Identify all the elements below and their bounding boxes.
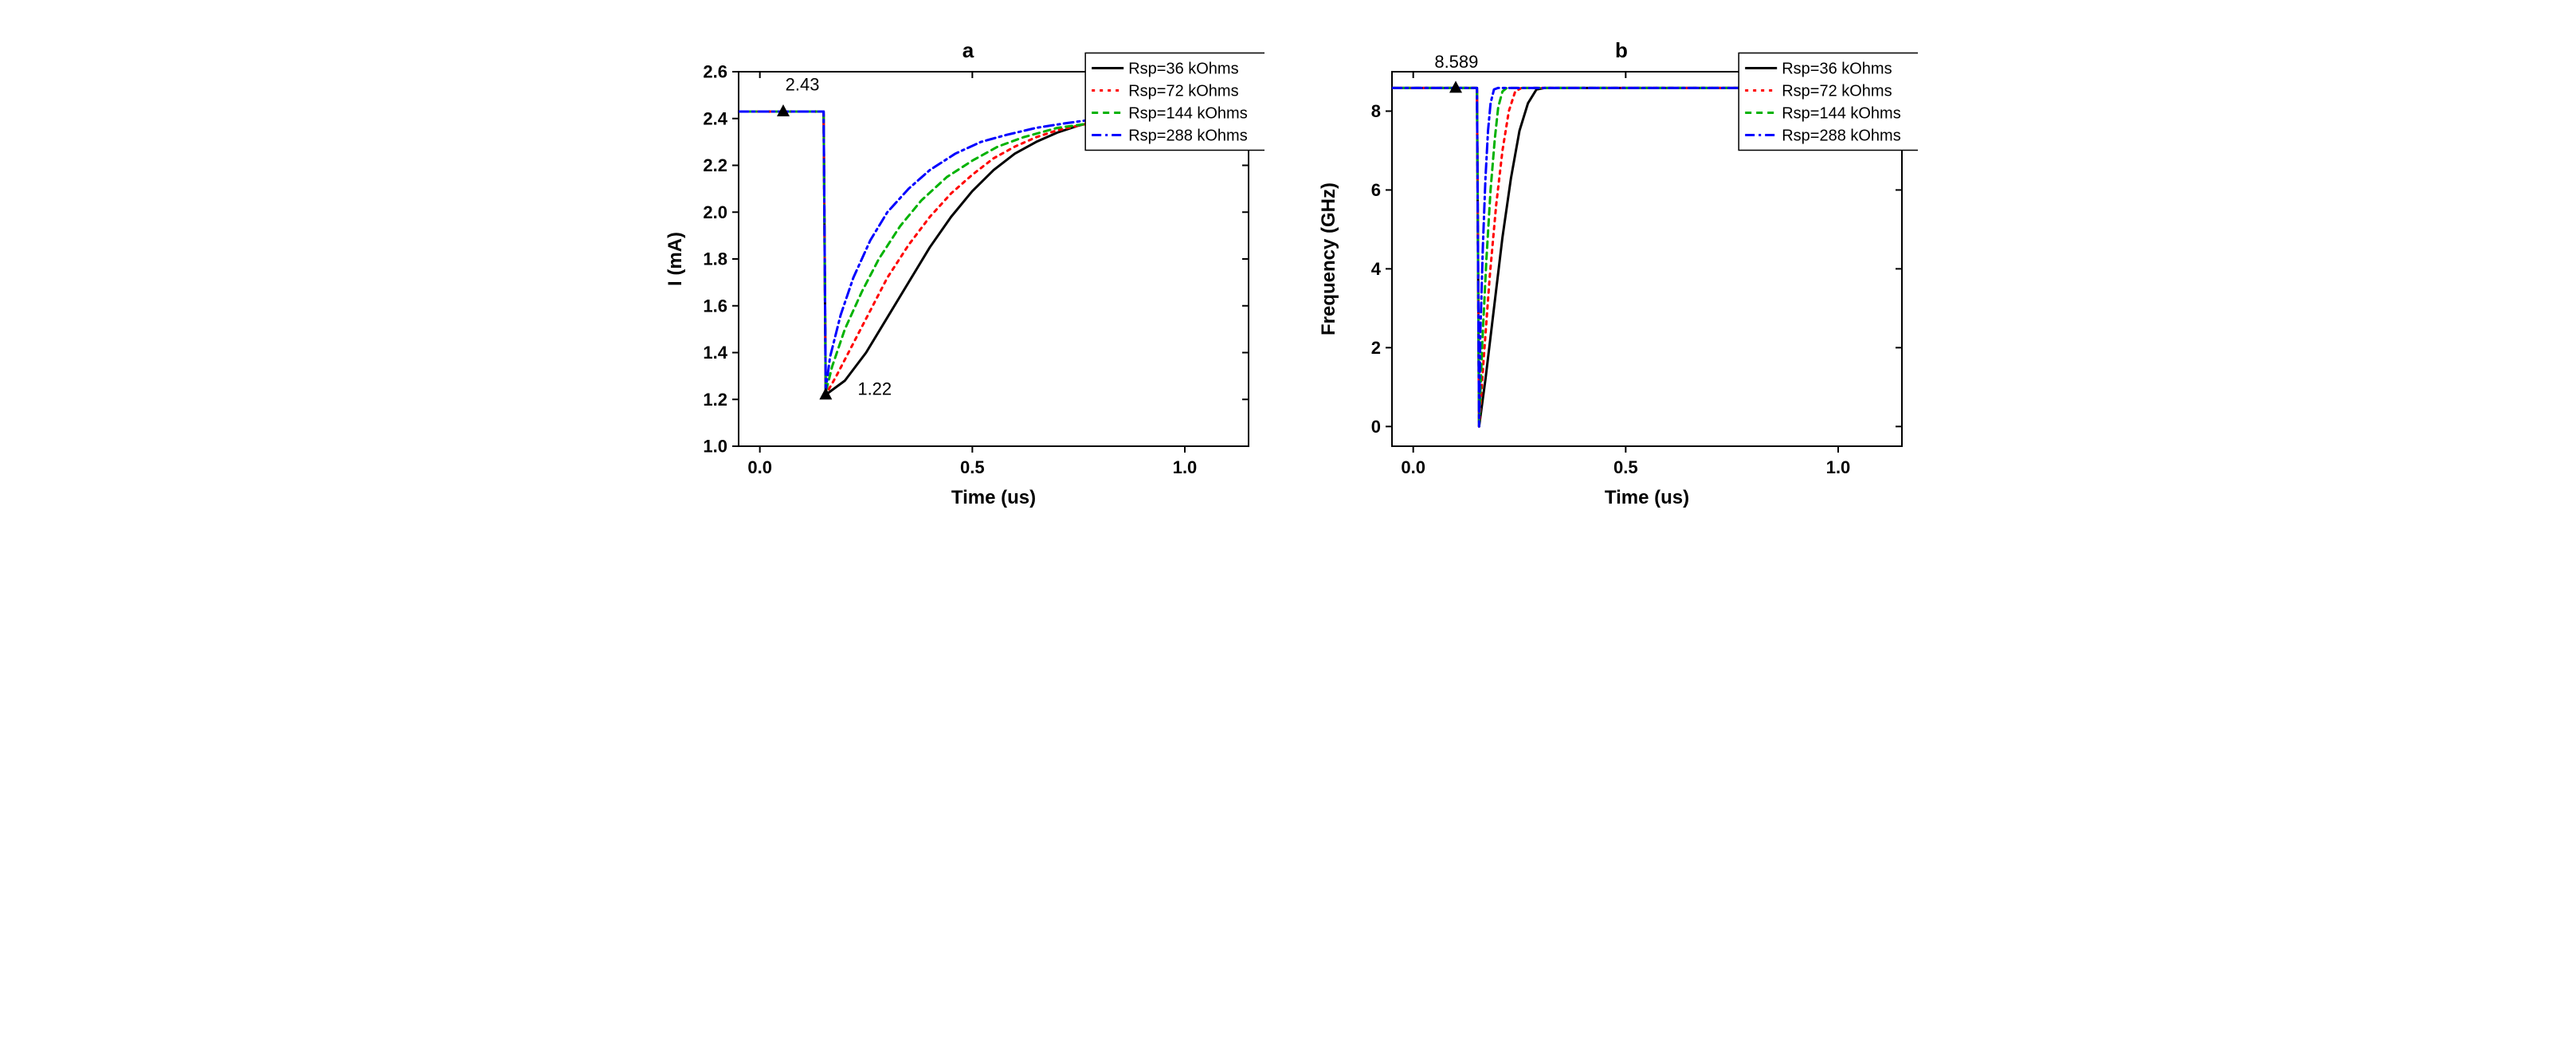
x-axis-label: Time (us): [1604, 487, 1688, 508]
legend-label: Rsp=288 kOhms: [1782, 127, 1901, 145]
y-tick-label: 2.4: [703, 108, 727, 128]
panel-b: 0.0 0.5 1.0 0 2 4 6 8 Time (us) Frequency (GHz) b 8…: [1312, 24, 1918, 518]
legend-label: Rsp=144 kOhms: [1128, 105, 1248, 123]
y-tick-label: 8: [1370, 101, 1380, 121]
annotation-label: 1.22: [857, 378, 892, 398]
x-tick-label: 0.5: [960, 457, 985, 477]
legend-label: Rsp=72 kOhms: [1782, 83, 1892, 100]
panel-a: 0.0 0.5 1.0 1.0 1.2 1.4 1.6 1.8 2.0 2.2 2.4 2.6 Time…: [659, 24, 1264, 518]
y-tick-label: 1.2: [703, 390, 727, 410]
y-axis-label: Frequency (GHz): [1318, 182, 1339, 335]
x-tick-label: 1.0: [1825, 457, 1850, 477]
legend-label: Rsp=36 kOhms: [1128, 61, 1238, 78]
annotation-label: 2.43: [785, 75, 819, 95]
chart-b: 0.0 0.5 1.0 0 2 4 6 8 Time (us) Frequency (GHz) b 8…: [1312, 24, 1918, 518]
y-tick-label: 1.6: [703, 296, 727, 316]
legend-label: Rsp=144 kOhms: [1782, 105, 1901, 123]
legend-label: Rsp=288 kOhms: [1128, 127, 1248, 145]
x-tick-label: 1.0: [1172, 457, 1197, 477]
legend: Rsp=36 kOhms Rsp=72 kOhms Rsp=144 kOhms Rsp…: [1739, 53, 1918, 151]
y-tick-label: 6: [1370, 180, 1380, 200]
legend-label: Rsp=36 kOhms: [1782, 61, 1892, 78]
y-tick-label: 1.8: [703, 249, 727, 269]
x-tick-label: 0.5: [1613, 457, 1638, 477]
chart-a: 0.0 0.5 1.0 1.0 1.2 1.4 1.6 1.8 2.0 2.2 2.4 2.6 Time…: [659, 24, 1264, 518]
y-tick-label: 1.4: [703, 343, 727, 363]
y-tick-label: 4: [1370, 259, 1381, 279]
x-tick-label: 0.0: [1401, 457, 1425, 477]
y-tick-label: 2.0: [703, 202, 727, 222]
panel-title: b: [1615, 38, 1628, 62]
y-tick-label: 2: [1370, 338, 1380, 358]
legend-label: Rsp=72 kOhms: [1128, 83, 1238, 100]
x-axis-label: Time (us): [951, 487, 1035, 508]
y-tick-label: 1.0: [703, 437, 727, 457]
figure-container: 0.0 0.5 1.0 1.0 1.2 1.4 1.6 1.8 2.0 2.2 2.4 2.6 Time…: [0, 0, 2576, 542]
y-axis-label: I (mA): [665, 232, 686, 286]
legend: Rsp=36 kOhms Rsp=72 kOhms Rsp=144 kOhms Rsp…: [1085, 53, 1264, 151]
annotation-label: 8.589: [1434, 52, 1478, 72]
y-tick-label: 0: [1370, 417, 1380, 437]
x-tick-label: 0.0: [747, 457, 772, 477]
y-tick-label: 2.2: [703, 155, 727, 175]
panel-title: a: [962, 38, 974, 62]
y-tick-label: 2.6: [703, 62, 727, 82]
